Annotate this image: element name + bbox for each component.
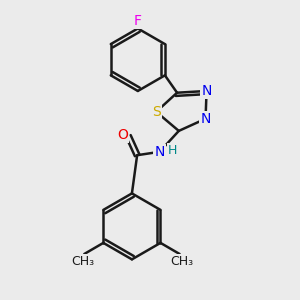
Text: S: S <box>152 105 161 119</box>
Text: N: N <box>200 112 211 126</box>
Text: H: H <box>168 143 178 157</box>
Text: CH₃: CH₃ <box>170 255 193 268</box>
Text: N: N <box>201 84 212 98</box>
Text: CH₃: CH₃ <box>71 255 94 268</box>
Text: N: N <box>154 145 165 159</box>
Text: O: O <box>117 128 128 142</box>
Text: F: F <box>134 14 142 28</box>
